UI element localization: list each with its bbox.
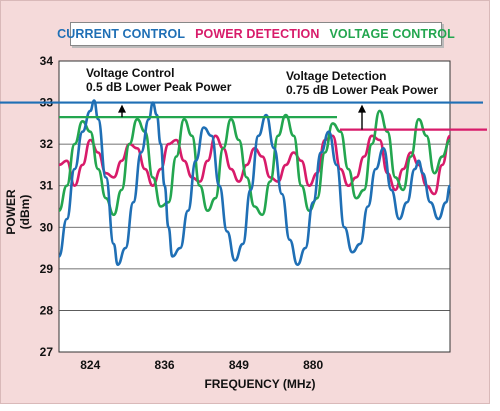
legend: CURRENT CONTROL POWER DETECTION VOLTAGE …: [57, 22, 455, 46]
y-tick-label-32: 32: [40, 137, 54, 151]
legend-power-detection: POWER DETECTION: [195, 27, 320, 41]
annotation-voltage-detection-detail: 0.75 dB Lower Peak Power: [286, 83, 439, 97]
annotation-voltage-detection-title: Voltage Detection: [286, 69, 387, 83]
annotation-voltage-control: Voltage Control 0.5 dB Lower Peak Power: [86, 66, 231, 94]
y-tick-label-31: 31: [40, 179, 54, 193]
y-tick-label-29: 29: [40, 262, 54, 276]
y-tick-label-28: 28: [40, 303, 54, 317]
annotation-voltage-detection: Voltage Detection 0.75 dB Lower Peak Pow…: [286, 69, 438, 97]
x-tick-label-824: 824: [80, 358, 100, 372]
x-tick-label-849: 849: [229, 358, 249, 372]
series-lines: [57, 99, 452, 266]
arrow-voltage-control-head: [118, 104, 126, 113]
y-tick-label-30: 30: [40, 220, 54, 234]
y-tick-label-34: 34: [40, 54, 54, 68]
series-line-voltage-control: [57, 109, 451, 217]
x-axis-label: FREQUENCY (MHz): [204, 377, 316, 391]
y-tick-label-27: 27: [40, 345, 54, 359]
x-tick-label-880: 880: [303, 358, 323, 372]
legend-voltage-control: VOLTAGE CONTROL: [329, 27, 455, 41]
x-tick-label-836: 836: [155, 358, 175, 372]
annotation-voltage-control-detail: 0.5 dB Lower Peak Power: [86, 80, 232, 94]
y-axis-label: POWER (dBm): [4, 189, 32, 235]
legend-current-control: CURRENT CONTROL: [57, 27, 186, 41]
x-tick-labels: 824 836 849 880: [80, 358, 323, 372]
arrow-voltage-detection-head: [358, 104, 366, 113]
series-line-current-control: [57, 99, 452, 266]
annotation-arrows: [118, 104, 366, 130]
annotation-voltage-control-title: Voltage Control: [86, 66, 175, 80]
reference-lines: [0, 101, 487, 131]
